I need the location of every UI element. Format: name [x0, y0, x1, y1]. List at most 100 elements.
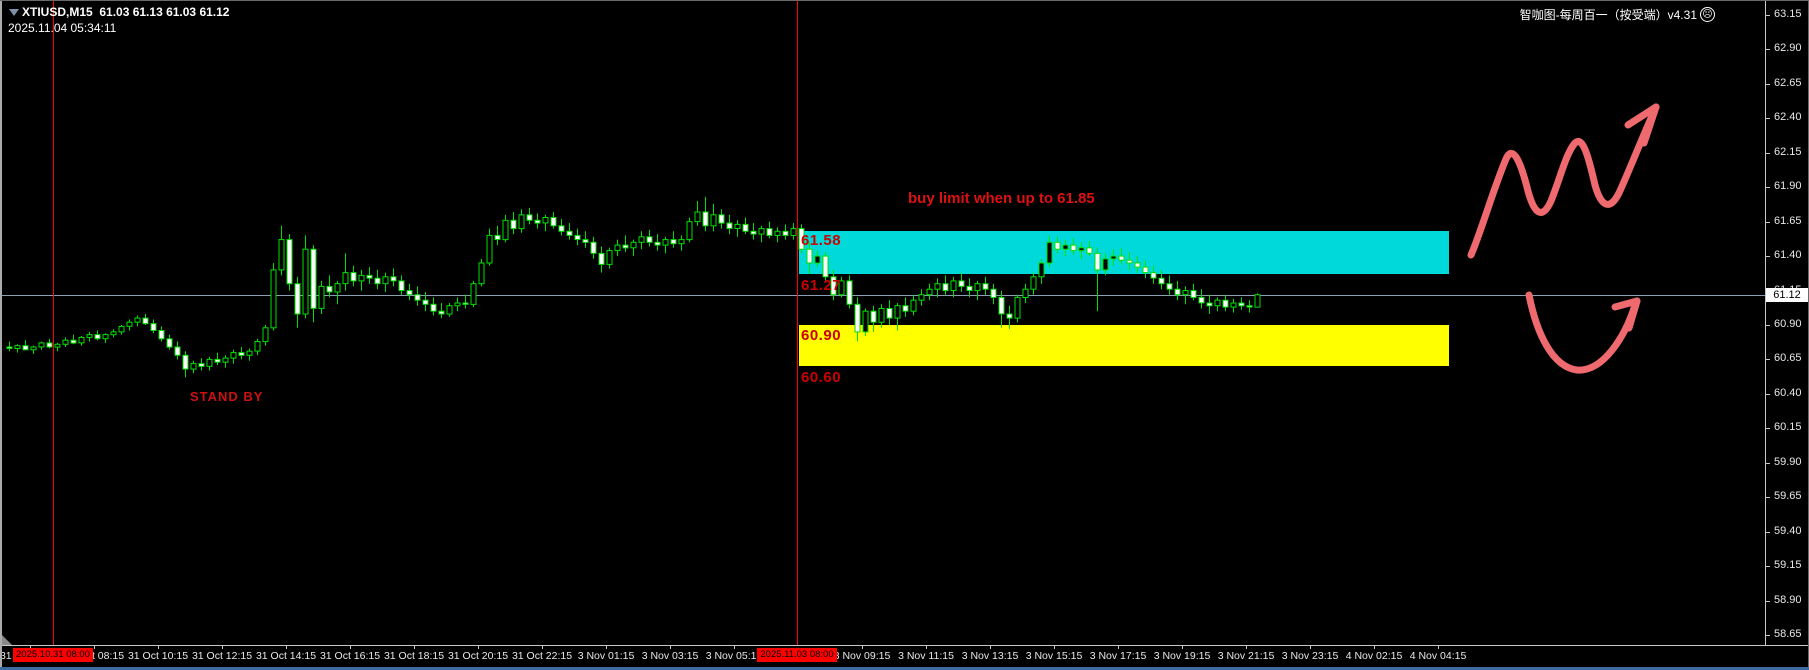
candle: [1230, 298, 1237, 313]
candle: [38, 341, 45, 350]
time-tick-label: 31 Oct 16:15: [319, 650, 381, 662]
candle: [830, 269, 837, 301]
price-tick: [1766, 635, 1770, 636]
candle: [110, 329, 117, 338]
candle: [222, 355, 229, 368]
price-tick: [1766, 497, 1770, 498]
candle: [998, 290, 1005, 328]
time-tick: [1118, 645, 1119, 649]
time-tick-label: 3 Nov 11:15: [898, 650, 954, 662]
price-tick-label: 62.15: [1774, 146, 1802, 158]
demand-zone-bottom-price-label: 60.60: [801, 369, 842, 386]
candle: [518, 209, 525, 233]
price-tick: [1766, 463, 1770, 464]
time-marker[interactable]: 2025.10.31 08:00: [13, 648, 93, 662]
candle: [94, 330, 101, 341]
candle: [742, 217, 749, 235]
time-tick: [94, 645, 95, 649]
candle: [1158, 269, 1165, 290]
candle: [390, 268, 397, 287]
candle: [966, 278, 973, 298]
candle: [894, 303, 901, 331]
candle: [190, 360, 197, 374]
candle: [158, 326, 165, 342]
time-tick: [1054, 645, 1055, 649]
candle: [342, 253, 349, 291]
candle: [54, 342, 61, 352]
candle: [806, 242, 813, 274]
candle: [294, 276, 301, 328]
time-tick-label: 3 Nov 09:15: [833, 650, 891, 662]
time-tick-label: 31 Oct 22:15: [511, 650, 573, 662]
time-tick-label: 31 Oct 20:15: [447, 650, 509, 662]
symbol-dropdown-icon[interactable]: [9, 9, 19, 16]
candle: [902, 297, 909, 317]
candle: [454, 297, 461, 312]
candle: [46, 338, 53, 349]
vertical-time-line[interactable]: [797, 1, 798, 645]
demand-zone-rect[interactable]: [799, 325, 1449, 366]
price-tick-label: 60.15: [1774, 421, 1802, 433]
candle: [206, 356, 213, 371]
candle: [790, 223, 797, 240]
candle: [246, 348, 253, 361]
price-tick-label: 62.65: [1774, 77, 1802, 89]
candle: [310, 245, 317, 323]
candle: [166, 334, 173, 350]
candle: [1126, 252, 1133, 270]
time-tick: [606, 645, 607, 649]
chart-area[interactable]: 61.58 61.27 60.90 60.60 buy limit when u…: [0, 1, 1766, 645]
candle: [406, 283, 413, 301]
candle: [1142, 260, 1149, 279]
vertical-time-line[interactable]: [53, 1, 54, 645]
candle: [694, 201, 701, 226]
standby-annotation[interactable]: STAND BY: [190, 389, 264, 404]
candle: [726, 214, 733, 235]
sad-face-icon[interactable]: ☹: [1700, 7, 1715, 22]
candle: [374, 269, 381, 290]
candle: [686, 217, 693, 243]
candle: [1134, 256, 1141, 273]
price-tick-label: 63.15: [1774, 8, 1802, 20]
time-tick: [1246, 645, 1247, 649]
candle: [14, 344, 21, 353]
price-tick: [1766, 256, 1770, 257]
candle: [950, 276, 957, 298]
candle: [1086, 241, 1093, 257]
candle: [62, 337, 69, 347]
candle: [510, 212, 517, 235]
price-tick: [1766, 49, 1770, 50]
candle: [1246, 300, 1253, 313]
time-tick-label: 3 Nov 05:15: [705, 650, 763, 662]
time-tick: [1438, 645, 1439, 649]
candle: [878, 304, 885, 328]
candle: [1214, 297, 1221, 312]
time-tick: [478, 645, 479, 649]
candle: [1078, 242, 1085, 259]
current-price-badge: 61.12: [1766, 288, 1808, 302]
time-tick-label: 3 Nov 17:15: [1089, 650, 1147, 662]
candle: [22, 340, 29, 351]
candle: [446, 303, 453, 317]
time-marker[interactable]: 2025.11.03 08:00: [757, 648, 837, 662]
candle: [542, 214, 549, 232]
candle: [1054, 236, 1061, 254]
candle: [958, 272, 965, 292]
price-tick: [1766, 222, 1770, 223]
supply-zone-rect[interactable]: [799, 231, 1449, 274]
candle: [918, 289, 925, 306]
candle: [598, 246, 605, 273]
candle: [1174, 280, 1181, 301]
candle: [646, 229, 653, 247]
time-axis-border: [0, 645, 1809, 646]
price-tick-label: 61.40: [1774, 249, 1802, 261]
candle: [1046, 235, 1053, 268]
supply-zone-bottom-price-label: 61.27: [801, 277, 842, 294]
candle: [318, 280, 325, 314]
candle: [846, 275, 853, 309]
price-tick-label: 58.90: [1774, 594, 1802, 606]
demand-zone-top-price-label: 60.90: [801, 327, 842, 344]
buy-limit-annotation[interactable]: buy limit when up to 61.85: [908, 190, 1095, 207]
candle: [286, 234, 293, 291]
